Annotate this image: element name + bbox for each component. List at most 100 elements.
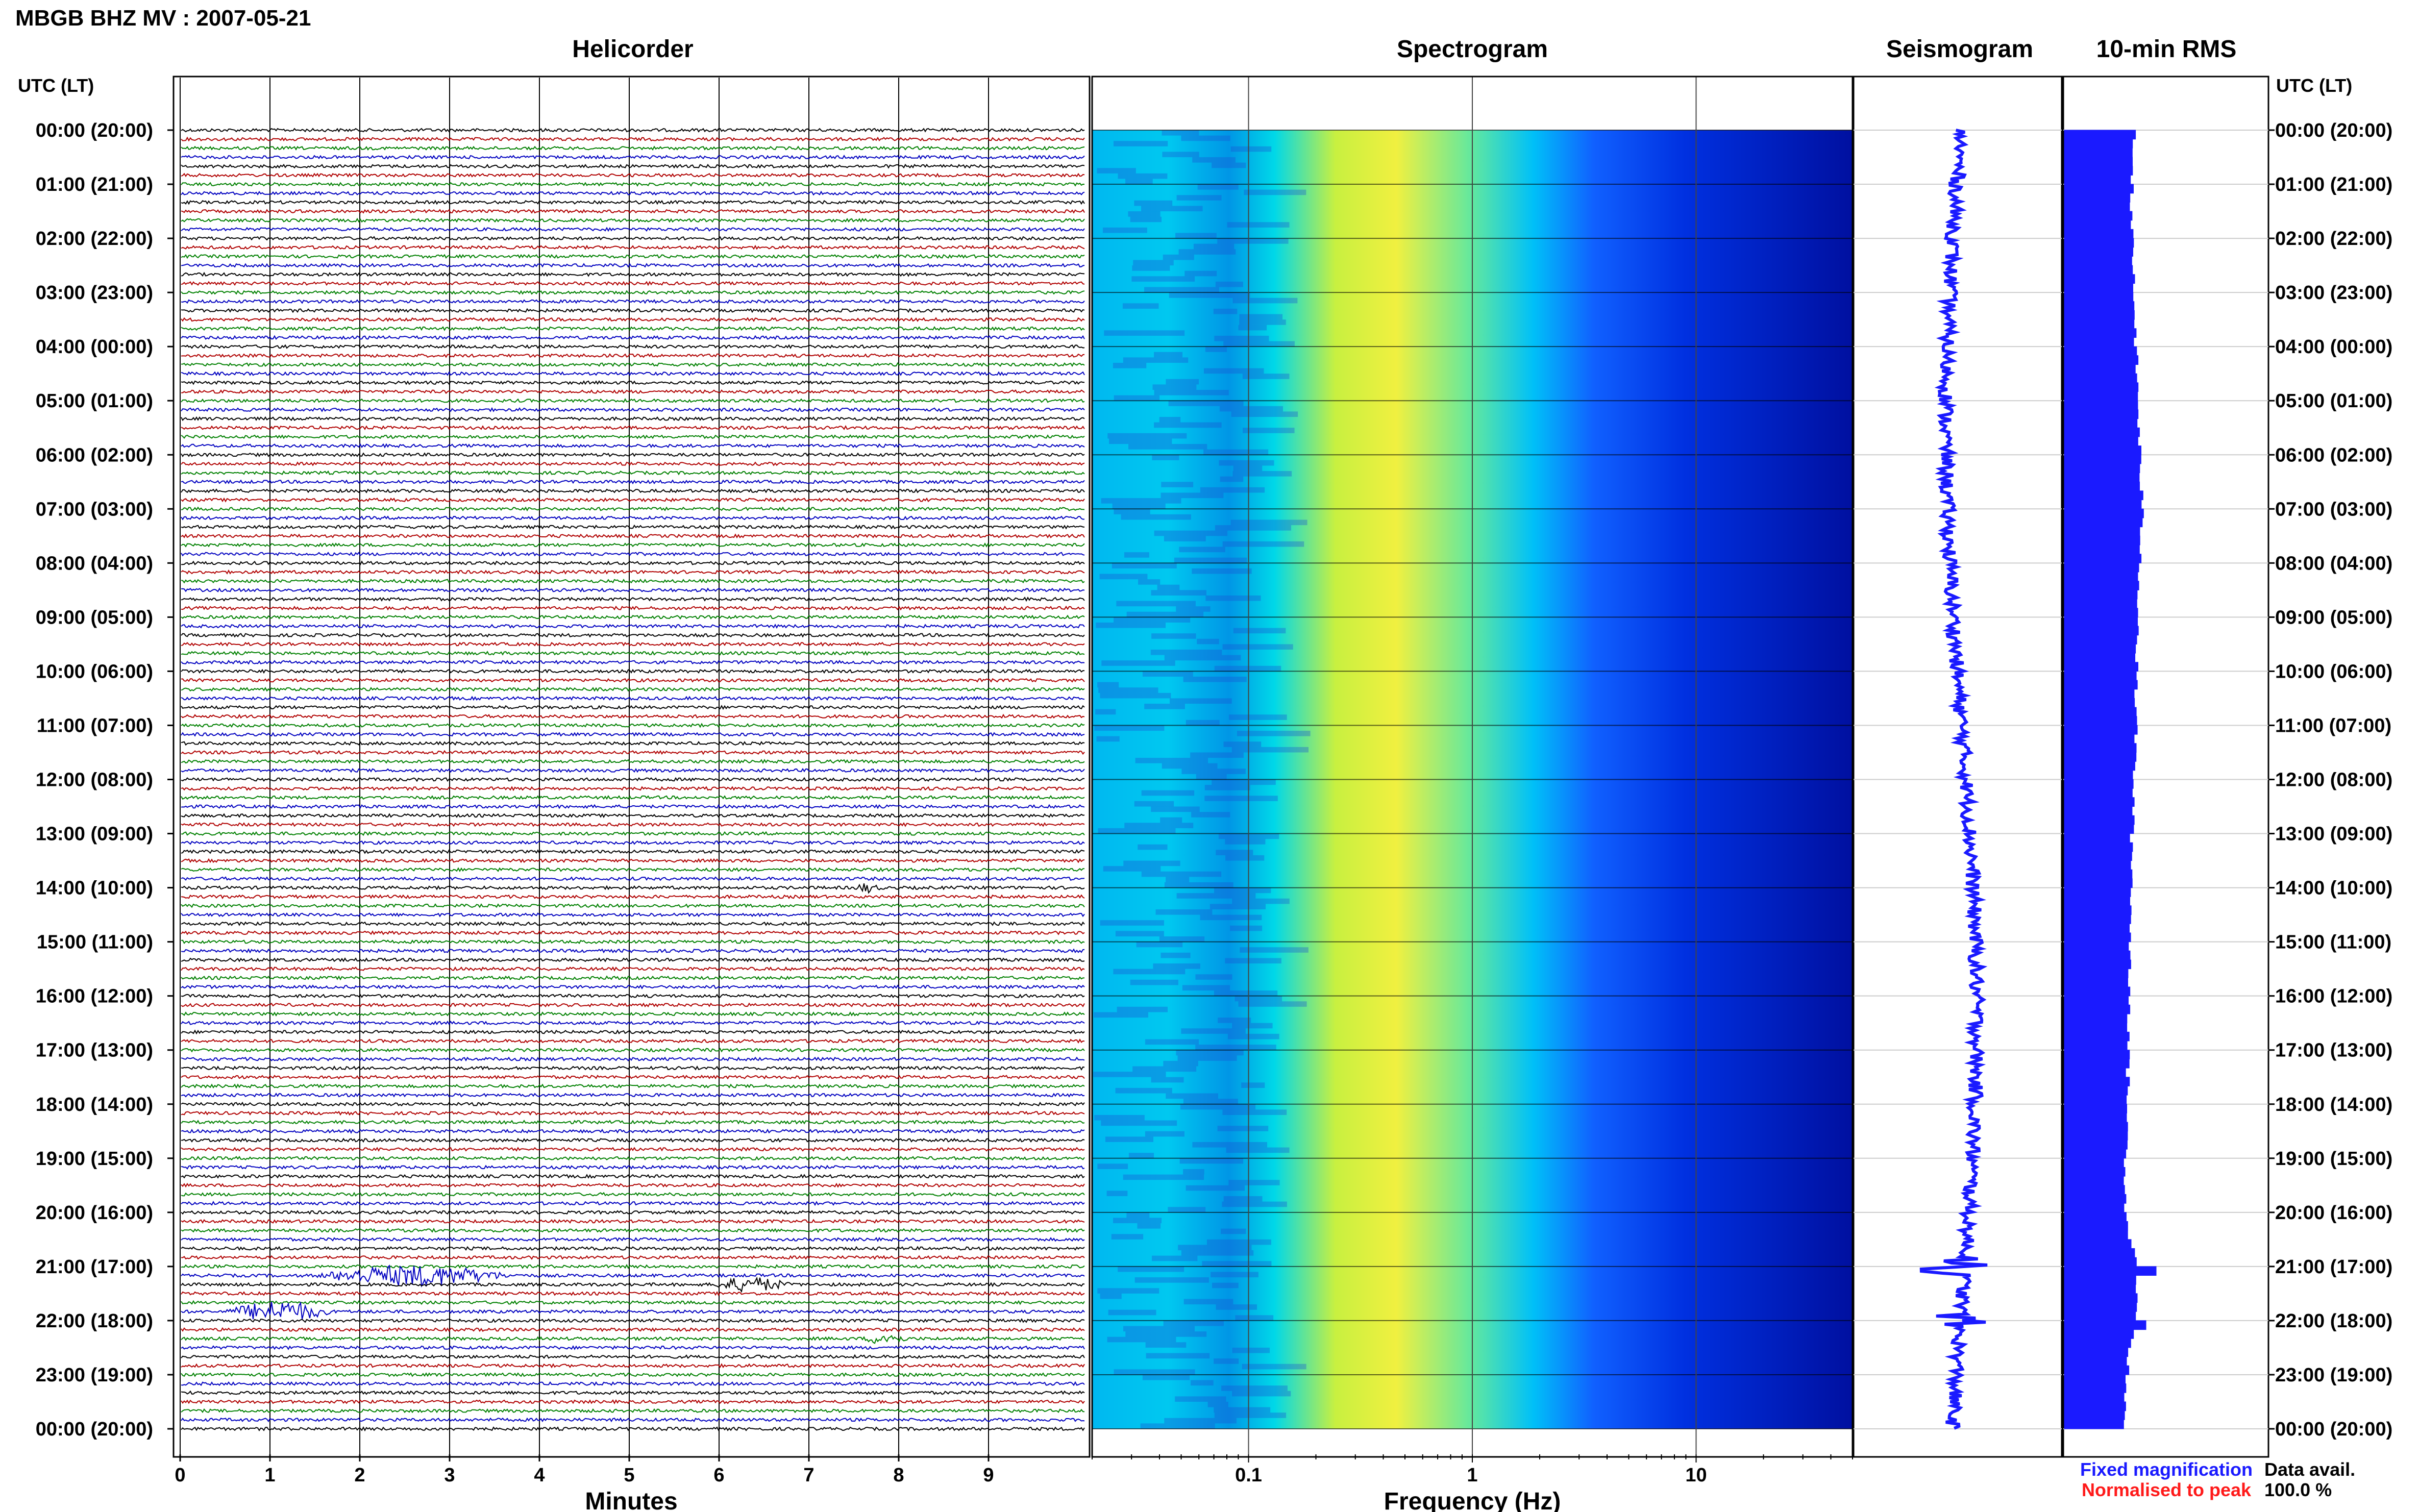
spectrogram-band (1220, 476, 1244, 482)
helicorder-trace (181, 641, 1085, 647)
helicorder-trace (181, 1128, 1085, 1134)
spectrogram-band (1206, 1239, 1271, 1245)
spectrogram-band (1169, 292, 1250, 298)
spectrogram-band (1168, 401, 1244, 406)
helicorder-trace (181, 1147, 1085, 1152)
helicorder-trace (181, 822, 1085, 827)
spectrogram-band (1235, 1315, 1274, 1321)
spectrogram-band (1154, 352, 1183, 358)
helicorder-trace (181, 894, 1085, 900)
helicorder-trace (181, 1276, 1085, 1293)
helicorder-trace (181, 380, 1085, 385)
spectrogram-band (1166, 1093, 1218, 1099)
spectrogram-band (1138, 579, 1161, 585)
spectrogram-band (1151, 1255, 1198, 1261)
spectrogram-band (1176, 893, 1256, 899)
helicorder-trace (181, 407, 1085, 412)
spectrogram-band (1107, 433, 1187, 439)
spectrogram-band (1126, 1212, 1150, 1218)
spectrogram-band (1242, 374, 1290, 379)
helicorder-xtick-label: 8 (893, 1465, 904, 1486)
spectrogram-band (1241, 1082, 1265, 1088)
helicorder-trace (181, 686, 1085, 692)
helicorder-trace (181, 128, 1085, 133)
helicorder-trace (181, 497, 1085, 503)
spectrogram-band (1174, 557, 1247, 563)
helicorder-trace (181, 254, 1085, 259)
helicorder-trace (181, 705, 1085, 710)
spectrogram-band (1168, 1207, 1206, 1212)
row-label-left: 10:00 (06:00) (36, 661, 153, 682)
spectrogram-band (1106, 1191, 1128, 1197)
helicorder-trace (181, 930, 1085, 935)
spectrogram-band (1142, 671, 1193, 677)
spectrogram-band (1233, 465, 1263, 472)
spectrogram-band (1114, 509, 1150, 514)
spectrogram-band (1093, 1072, 1166, 1077)
helicorder-trace (181, 912, 1085, 918)
spectrogram-band (1183, 1099, 1238, 1104)
spectrogram-band (1094, 1114, 1145, 1121)
spectrogram-band (1225, 958, 1281, 964)
helicorder-trace (181, 1192, 1085, 1197)
helicorder-trace (181, 389, 1085, 394)
helicorder-xtick-label: 1 (264, 1465, 275, 1486)
spectrogram-band (1238, 1001, 1307, 1007)
spectrogram-band (1204, 785, 1250, 790)
row-label-right: 00:00 (20:00) (2275, 1419, 2392, 1440)
helicorder-trace (181, 155, 1085, 160)
helicorder-trace (181, 344, 1085, 350)
spectrogram-band (1197, 638, 1219, 645)
spectrogram-xtick-label: 1 (1467, 1465, 1477, 1486)
helicorder-trace (181, 876, 1085, 881)
row-label-right: 11:00 (07:00) (2275, 715, 2391, 736)
helicorder-trace (181, 1327, 1085, 1332)
helicorder-trace (181, 831, 1085, 836)
row-label-right: 19:00 (15:00) (2275, 1148, 2392, 1170)
spectrogram-band (1097, 682, 1119, 688)
spectrogram-band (1113, 969, 1186, 975)
data-avail-label: Data avail. (2264, 1459, 2355, 1480)
spectrogram-band (1219, 460, 1274, 466)
spectrogram-band (1164, 1418, 1237, 1424)
spectrogram-band (1109, 438, 1172, 444)
helicorder-trace (181, 1011, 1085, 1017)
spectrogram-band (1242, 1364, 1306, 1370)
spectrogram-band (1157, 584, 1180, 590)
row-label-left: 11:00 (07:00) (37, 715, 153, 736)
helicorder-trace (181, 975, 1084, 981)
helicorder-trace (181, 335, 1085, 340)
helicorder-trace (181, 1093, 1085, 1098)
helicorder-trace (181, 1110, 1085, 1116)
spectrogram-band (1184, 270, 1217, 277)
row-label-left: 14:00 (10:00) (36, 878, 153, 899)
spectrogram-band (1101, 660, 1175, 666)
seismogram-title: Seismogram (1886, 36, 2033, 63)
row-label-left: 06:00 (02:00) (36, 444, 153, 466)
helicorder-trace (181, 1029, 1085, 1035)
spectrogram-band (1111, 1234, 1144, 1240)
spectrogram-band (1183, 1169, 1204, 1175)
spectrogram-band (1164, 536, 1206, 541)
spectrogram-band (1175, 1396, 1226, 1402)
helicorder-trace (181, 542, 1085, 548)
spectrogram-band (1216, 850, 1253, 855)
spectrogram-band (1144, 704, 1185, 709)
spectrogram-band (1121, 514, 1191, 520)
spectrogram-band (1115, 1087, 1172, 1094)
spectrogram-band (1182, 985, 1230, 991)
spectrogram-band (1101, 498, 1181, 504)
helicorder-trace (181, 443, 1085, 449)
helicorder-trace (181, 984, 1085, 989)
helicorder-trace (181, 732, 1085, 737)
spectrogram-band (1124, 552, 1149, 558)
spectrogram-band (1210, 904, 1266, 909)
spectrogram-band (1162, 763, 1218, 769)
row-label-right: 18:00 (14:00) (2275, 1094, 2392, 1116)
spectrogram-band (1217, 238, 1289, 244)
spectrogram-band (1097, 168, 1136, 173)
helicorder-trace (181, 1074, 1085, 1080)
spectrogram-band (1232, 1347, 1270, 1353)
spectrogram-band (1126, 611, 1204, 617)
spectrogram-band (1170, 698, 1232, 704)
